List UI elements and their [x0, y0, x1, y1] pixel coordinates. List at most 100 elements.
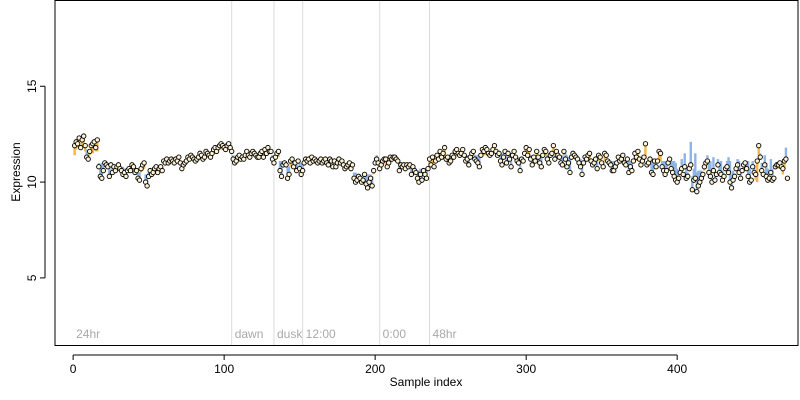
data-point — [641, 154, 647, 160]
baseline-ribbon — [719, 161, 723, 175]
data-point — [451, 154, 457, 160]
baseline-ribbon — [595, 161, 599, 169]
baseline-ribbon — [289, 161, 292, 167]
data-point — [688, 162, 694, 168]
plot-frame — [54, 0, 799, 346]
data-point — [715, 162, 721, 168]
data-point — [559, 162, 566, 168]
annotation-label: 48hr — [433, 327, 457, 341]
data-point — [476, 164, 483, 170]
data-point — [597, 154, 603, 160]
baseline-ribbon — [691, 176, 694, 190]
data-point — [85, 156, 91, 162]
data-point — [768, 169, 774, 176]
baseline-ribbon — [84, 145, 87, 152]
data-point — [349, 162, 356, 168]
data-point — [682, 164, 688, 170]
baseline-ribbon — [781, 168, 785, 175]
data-point — [100, 167, 106, 174]
y-axis: 5 10 15 — [25, 79, 46, 281]
data-point — [478, 152, 484, 158]
data-point — [123, 173, 129, 179]
data-point — [734, 162, 741, 168]
data-point — [783, 156, 789, 162]
annotation-label: 0:00 — [383, 327, 407, 341]
data-point — [535, 154, 541, 160]
baseline-ribbon — [73, 145, 76, 156]
data-point — [543, 148, 549, 155]
data-point — [93, 144, 99, 151]
data-point — [757, 154, 763, 160]
data-point — [546, 160, 552, 166]
data-point — [515, 160, 522, 166]
baseline-ribbon — [707, 162, 711, 173]
baseline-ribbon — [428, 159, 431, 165]
data-point — [470, 148, 476, 155]
data-point — [499, 162, 505, 168]
data-point — [567, 169, 573, 176]
data-point — [608, 162, 614, 168]
baseline-ribbon — [295, 164, 298, 171]
baseline-ribbon — [683, 153, 686, 167]
data-point — [666, 156, 673, 162]
data-point — [742, 160, 748, 166]
data-point — [754, 158, 760, 164]
baseline-ribbon — [91, 143, 94, 154]
data-point — [508, 164, 514, 170]
data-point — [444, 154, 451, 160]
baseline-ribbon — [410, 166, 413, 175]
baseline-ribbon — [697, 170, 700, 186]
annotation-label: dusk — [277, 327, 303, 341]
baseline-ribbon — [709, 161, 712, 177]
data-point — [704, 158, 711, 164]
baseline-ribbon — [102, 162, 105, 171]
data-point — [710, 167, 717, 174]
baseline-ribbon — [301, 164, 304, 171]
baseline-ribbon — [564, 153, 567, 160]
data-point — [745, 173, 751, 179]
baseline-ribbon — [278, 161, 282, 171]
baseline-ribbon — [712, 157, 715, 171]
baseline-ribbon — [518, 161, 522, 171]
data-point — [579, 171, 585, 178]
data-point — [360, 177, 366, 183]
data-point — [283, 162, 289, 168]
data-point — [580, 160, 587, 166]
baseline-ribbon — [419, 168, 422, 175]
data-point — [127, 167, 134, 174]
data-point — [94, 137, 100, 143]
baseline-ribbon — [675, 168, 679, 183]
data-point — [417, 171, 424, 178]
data-point — [491, 143, 498, 149]
data-point — [423, 175, 430, 181]
data-point — [386, 160, 392, 166]
data-point — [724, 164, 730, 170]
data-point — [689, 187, 695, 193]
data-point — [756, 143, 762, 149]
data-point — [694, 189, 700, 195]
baseline-ribbon — [672, 161, 676, 177]
data-point — [620, 152, 626, 158]
data-point — [712, 177, 718, 183]
y-tick-label: 5 — [25, 274, 39, 281]
baseline-ribbon — [769, 159, 773, 173]
data-point — [325, 162, 331, 168]
annotation-label: dawn — [235, 327, 264, 341]
baseline-ribbon — [629, 161, 632, 167]
baseline-ribbon — [659, 153, 662, 161]
baseline-ribbon — [508, 153, 511, 160]
data-point — [600, 164, 606, 170]
data-point — [731, 173, 738, 179]
x-axis-label: Sample index — [390, 375, 463, 389]
data-point — [361, 171, 368, 178]
data-point — [538, 164, 544, 170]
data-point — [271, 160, 277, 166]
baseline-ribbon — [692, 168, 695, 181]
data-point — [370, 167, 377, 174]
data-points-layer — [71, 133, 791, 195]
baseline-ribbon — [561, 155, 564, 165]
data-point — [739, 167, 745, 174]
data-point — [577, 164, 584, 170]
data-point — [753, 171, 759, 178]
data-point — [721, 173, 727, 179]
